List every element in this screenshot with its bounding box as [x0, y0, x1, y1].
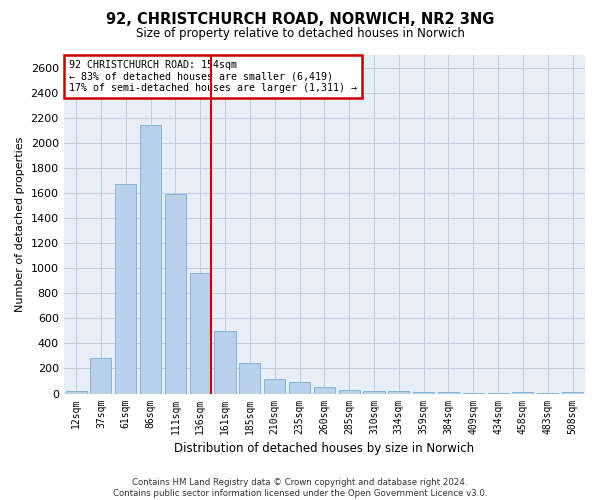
Bar [512, 392, 533, 394]
Bar [562, 392, 583, 394]
Bar [289, 382, 310, 394]
Y-axis label: Number of detached properties: Number of detached properties [15, 136, 25, 312]
Bar [65, 392, 86, 394]
Text: Contains HM Land Registry data © Crown copyright and database right 2024.
Contai: Contains HM Land Registry data © Crown c… [113, 478, 487, 498]
Bar [388, 392, 409, 394]
Bar [338, 390, 360, 394]
Bar [91, 358, 112, 394]
Text: 92, CHRISTCHURCH ROAD, NORWICH, NR2 3NG: 92, CHRISTCHURCH ROAD, NORWICH, NR2 3NG [106, 12, 494, 28]
Bar [463, 392, 484, 394]
Bar [190, 273, 211, 394]
Bar [264, 378, 285, 394]
Bar [115, 184, 136, 394]
Bar [314, 388, 335, 394]
Bar [239, 364, 260, 394]
Bar [140, 125, 161, 394]
Bar [165, 194, 186, 394]
Bar [488, 393, 509, 394]
X-axis label: Distribution of detached houses by size in Norwich: Distribution of detached houses by size … [174, 442, 475, 455]
Text: Size of property relative to detached houses in Norwich: Size of property relative to detached ho… [136, 28, 464, 40]
Bar [364, 391, 385, 394]
Bar [214, 331, 236, 394]
Bar [537, 393, 559, 394]
Text: 92 CHRISTCHURCH ROAD: 154sqm
← 83% of detached houses are smaller (6,419)
17% of: 92 CHRISTCHURCH ROAD: 154sqm ← 83% of de… [69, 60, 357, 94]
Bar [413, 392, 434, 394]
Bar [438, 392, 459, 394]
